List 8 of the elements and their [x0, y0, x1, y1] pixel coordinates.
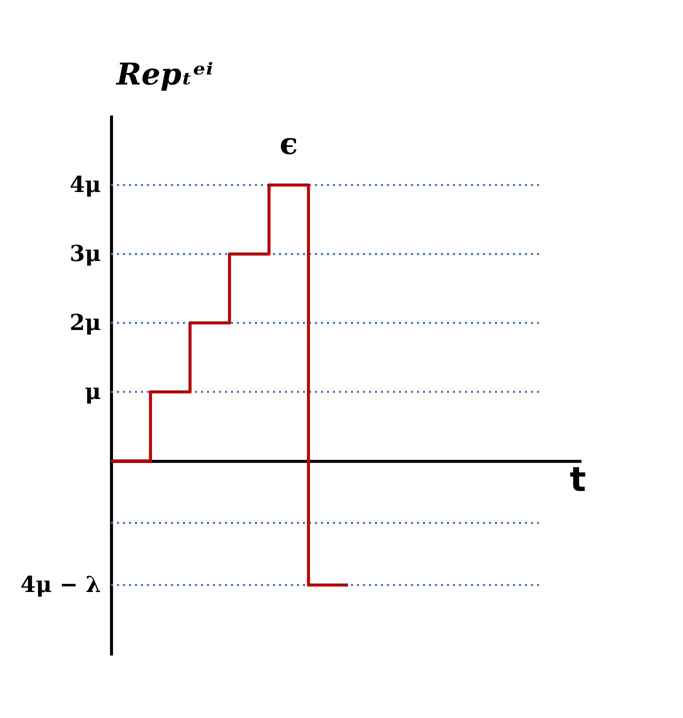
ref-line-label: μ	[84, 378, 101, 405]
ref-line-label: 4μ − λ	[20, 572, 101, 598]
text: t	[570, 460, 586, 500]
text: ϵ	[280, 127, 298, 162]
ref-line-label: 4μ	[70, 172, 101, 198]
ref-line-label: 2μ	[70, 310, 101, 336]
y-axis-title: Repₜᵉⁱ	[116, 58, 214, 92]
ref-line-label: 3μ	[70, 240, 101, 267]
